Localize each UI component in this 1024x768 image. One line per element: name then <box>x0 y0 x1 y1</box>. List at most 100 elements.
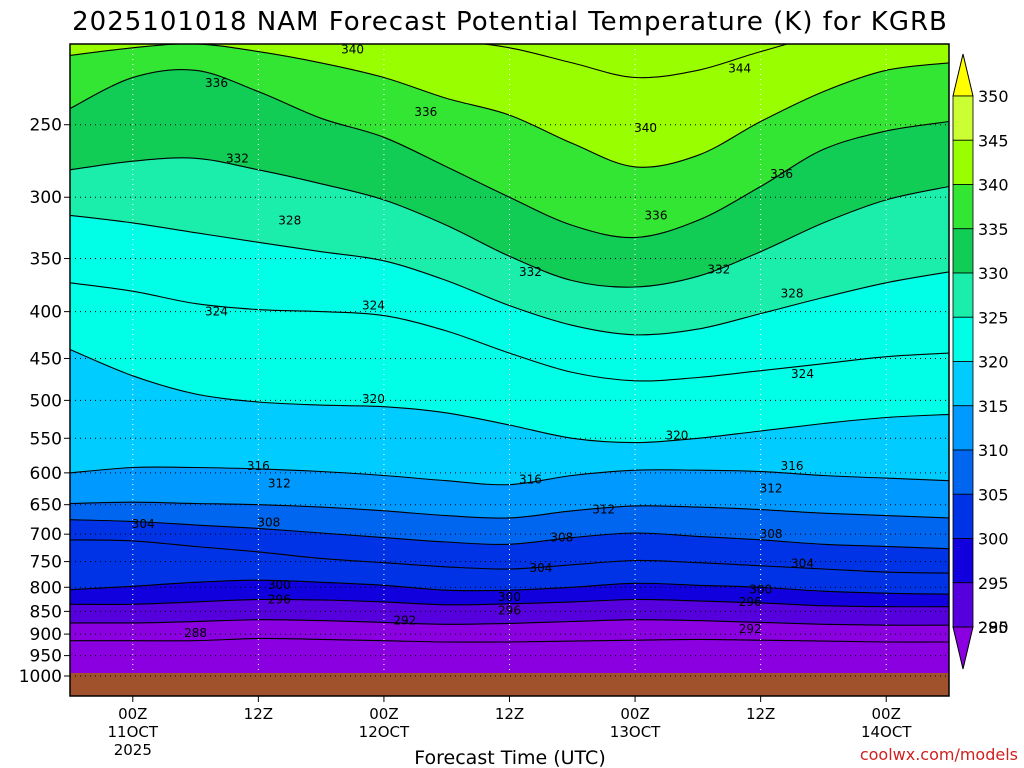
x-tick-label: 00Z <box>369 705 398 723</box>
contour-label-340: 340 <box>634 121 657 135</box>
colorbar-label: 345 <box>978 131 1009 150</box>
colorbar-label: 350 <box>978 87 1009 106</box>
x-tick-label: 14OCT <box>861 723 912 741</box>
x-tick-label: 00Z <box>872 705 901 723</box>
contour-label-336: 336 <box>645 208 668 222</box>
contour-label-292: 292 <box>393 614 416 628</box>
x-tick-label: 11OCT <box>108 723 159 741</box>
x-tick-label: 12Z <box>244 705 273 723</box>
contour-label-344: 344 <box>728 61 751 75</box>
colorbar-label: 320 <box>978 353 1009 372</box>
y-tick-label: 500 <box>30 391 62 411</box>
contour-label-336: 336 <box>770 167 793 181</box>
y-axis: 250 300 350 400 450 500 550 600 650 700 750 800 850 9… <box>19 116 70 687</box>
colorbar: 350 345 340 335 330 325 320 315 310 305 300 295 2902… <box>952 53 1009 670</box>
contour-label-328: 328 <box>278 213 301 227</box>
colorbar-label: 300 <box>978 530 1009 549</box>
y-tick-label: 350 <box>30 250 62 270</box>
colorbar-swatch <box>952 184 974 230</box>
colorbar-swatch <box>952 582 974 628</box>
contour-label-312: 312 <box>268 476 291 490</box>
y-tick-label: 250 <box>30 116 62 136</box>
x-tick-label: 12Z <box>746 705 775 723</box>
contour-label-312: 312 <box>760 481 783 495</box>
isentrope-324 <box>70 282 949 382</box>
x-tick-label: 00Z <box>118 705 147 723</box>
contour-label-308: 308 <box>257 516 280 530</box>
contour-label-336: 336 <box>205 76 228 90</box>
contour-label-308: 308 <box>550 531 573 545</box>
y-tick-label: 950 <box>30 647 62 667</box>
colorbar-swatch <box>952 272 974 318</box>
colorbar-label: 325 <box>978 308 1009 327</box>
contour-label-320: 320 <box>362 392 385 406</box>
contour-label-300: 300 <box>749 583 772 597</box>
plot-area: 336 340 336 332 328 332 344 340 336 336 332 328 324 3… <box>69 43 950 697</box>
isentrope-332 <box>70 157 949 288</box>
colorbar-swatch <box>952 405 974 451</box>
contour-label-316: 316 <box>247 459 270 473</box>
x-tick-label: 2025 <box>114 741 152 759</box>
ground-surface <box>70 673 949 696</box>
contour-label-324: 324 <box>205 305 228 319</box>
y-tick-label: 600 <box>30 464 62 484</box>
contour-label-288: 288 <box>184 626 207 640</box>
contour-label-316: 316 <box>781 459 804 473</box>
contour-label-304: 304 <box>791 557 814 571</box>
contour-label-296: 296 <box>739 595 762 609</box>
colorbar-label: 285 <box>978 618 1009 637</box>
contour-label-332: 332 <box>226 151 249 165</box>
fill-band-340 <box>70 44 949 168</box>
colorbar-swatch <box>952 361 974 407</box>
isentrope-344 <box>480 44 790 79</box>
y-tick-label: 900 <box>30 625 62 645</box>
isentrope-312 <box>70 501 949 519</box>
contour-label-312: 312 <box>592 503 615 517</box>
colorbar-swatch <box>952 228 974 274</box>
contour-label-336: 336 <box>414 105 437 119</box>
contour-label-332: 332 <box>707 263 730 277</box>
contour-label-300: 300 <box>498 590 521 604</box>
isentrope-328 <box>70 214 949 336</box>
isentrope-336 <box>70 68 949 239</box>
contour-label-340: 340 <box>341 43 364 57</box>
colorbar-label: 305 <box>978 485 1009 504</box>
isentrope-300 <box>70 579 949 595</box>
x-tick-label: 00Z <box>620 705 649 723</box>
isentrope-296 <box>70 598 949 608</box>
y-tick-label: 450 <box>30 349 62 369</box>
colorbar-label: 330 <box>978 264 1009 283</box>
colorbar-swatch <box>952 316 974 362</box>
contour-label-304: 304 <box>529 561 552 575</box>
colorbar-label: 310 <box>978 441 1009 460</box>
y-tick-label: 800 <box>30 578 62 598</box>
x-tick-label: 12OCT <box>359 723 410 741</box>
y-tick-label: 300 <box>30 188 62 208</box>
contour-label-292: 292 <box>739 622 762 636</box>
fill-band-344 <box>484 44 788 78</box>
colorbar-swatch <box>952 95 974 141</box>
contour-label-320: 320 <box>665 428 688 442</box>
credit-text: coolwx.com/models <box>860 745 1018 764</box>
y-tick-label: 850 <box>30 602 62 622</box>
colorbar-label: 290 <box>978 618 1009 637</box>
isentrope-340 <box>70 44 949 168</box>
colorbar-top-arrow <box>952 53 974 97</box>
x-tick-label: 12Z <box>495 705 524 723</box>
y-tick-label: 700 <box>30 525 62 545</box>
contour-label-296: 296 <box>498 603 521 617</box>
x-axis-label: Forecast Time (UTC) <box>414 747 605 768</box>
isentrope-292 <box>70 619 949 626</box>
contour-label-300: 300 <box>268 578 291 592</box>
y-tick-label: 1000 <box>19 667 62 687</box>
contour-label-324: 324 <box>791 367 814 381</box>
y-tick-label: 400 <box>30 303 62 323</box>
y-tick-label: 650 <box>30 496 62 516</box>
colorbar-label: 335 <box>978 220 1009 239</box>
contour-label-324: 324 <box>362 299 385 313</box>
contour-label-332: 332 <box>519 265 542 279</box>
colorbar-swatch <box>952 493 974 539</box>
contour-label-304: 304 <box>132 517 155 531</box>
